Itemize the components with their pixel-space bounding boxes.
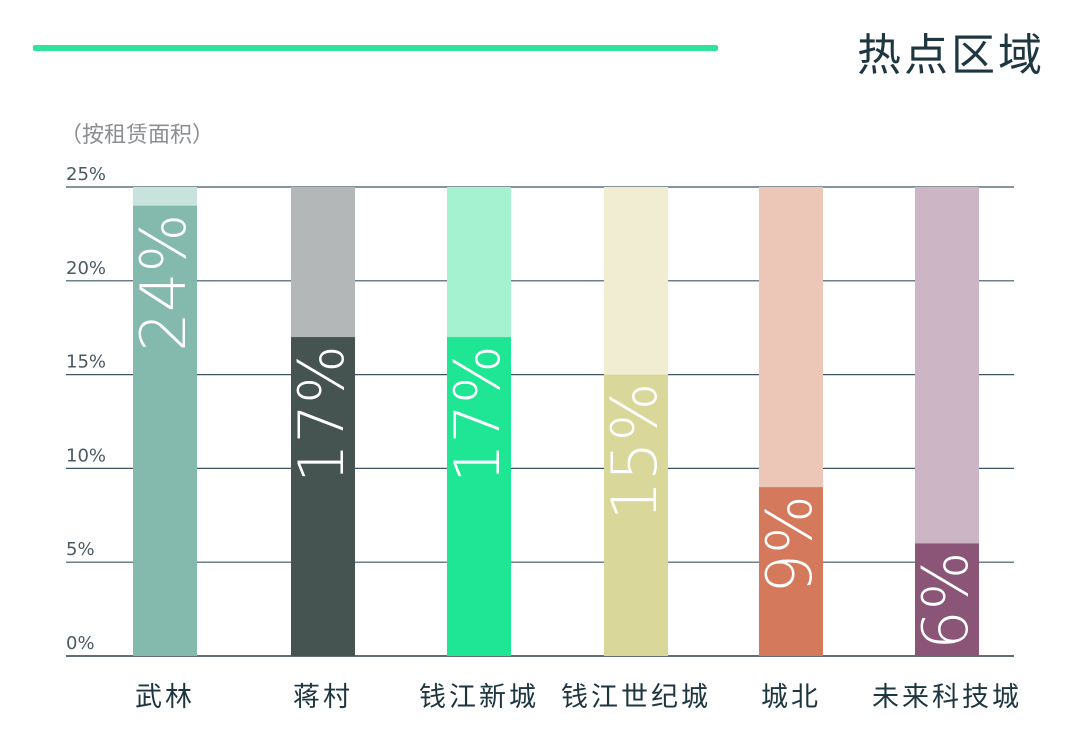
- bar: [604, 374, 668, 656]
- page-title: 热点区域: [857, 30, 1045, 81]
- bar-value-label: 17%: [285, 345, 358, 483]
- y-tick-label: 0%: [66, 633, 95, 654]
- y-tick-label: 25%: [66, 164, 106, 185]
- bar-value-label: 17%: [441, 345, 514, 483]
- labels-layer: 24% 武林 17% 蒋村 17% 钱江新城 15% 钱江世纪城 9% 城北 6% 未来科技城: [127, 214, 1022, 713]
- bar-value-label: 24%: [127, 214, 200, 352]
- y-tick-label: 20%: [66, 258, 106, 279]
- bar-value-label: 6%: [909, 551, 982, 649]
- y-tick-label: 5%: [66, 539, 95, 560]
- unit-note: （按租赁面积）: [60, 123, 214, 148]
- category-label: 钱江世纪城: [561, 682, 711, 713]
- bar-value-label: 9%: [753, 495, 826, 593]
- bar: [915, 543, 979, 656]
- bar: [133, 205, 197, 656]
- header-accent-line: [33, 45, 718, 51]
- bar-value-label: 15%: [598, 383, 671, 521]
- bars-layer: [133, 187, 979, 656]
- category-label: 武林: [135, 682, 195, 713]
- bar: [759, 487, 823, 656]
- category-label: 钱江新城: [419, 682, 539, 713]
- bar: [447, 337, 511, 656]
- y-tick-label: 10%: [66, 445, 106, 466]
- bar: [291, 337, 355, 656]
- category-label: 城北: [761, 682, 821, 713]
- category-label: 未来科技城: [872, 682, 1022, 713]
- grid-layer: 0% 5% 10% 15% 20% 25%: [66, 164, 1014, 657]
- y-tick-label: 15%: [66, 352, 106, 373]
- category-label: 蒋村: [293, 682, 353, 713]
